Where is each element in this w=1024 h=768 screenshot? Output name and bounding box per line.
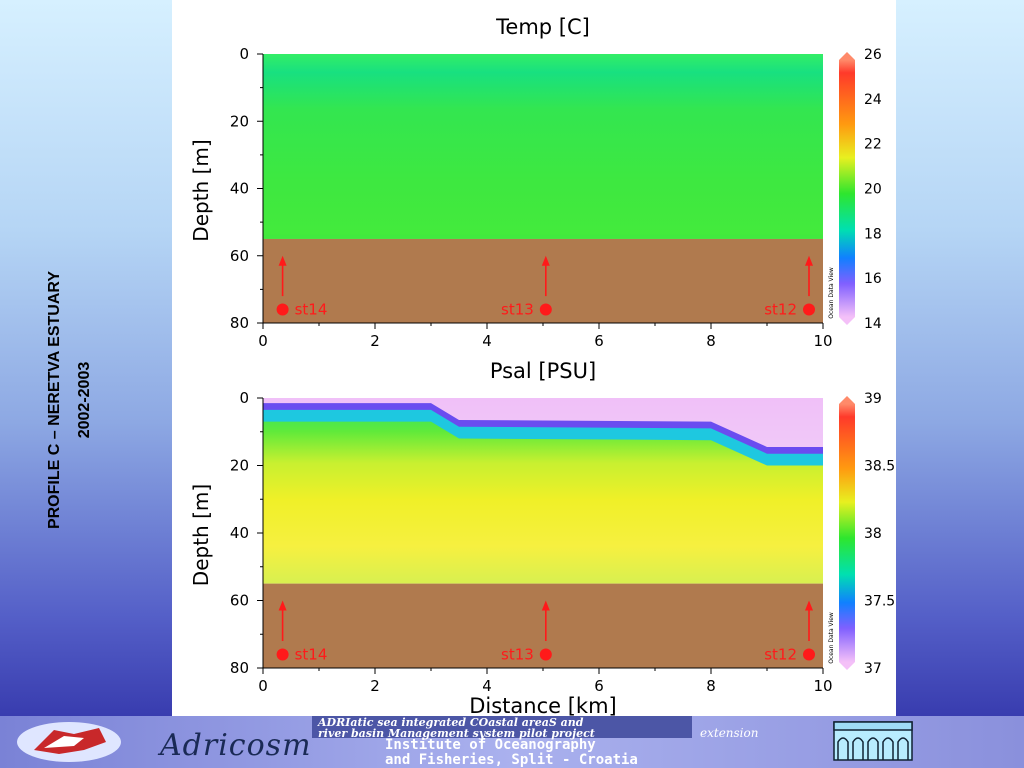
chart2-y-tick-label: 20 xyxy=(230,457,249,475)
chart2-station-dot xyxy=(803,648,815,661)
chart1-station-dot xyxy=(276,303,289,316)
chart2-station-label: st12 xyxy=(764,646,797,664)
chart2-watermark: Ocean Data View xyxy=(828,612,835,664)
chart1-station-label: st12 xyxy=(764,301,797,319)
institute-building-icon xyxy=(833,721,913,761)
chart2-xlabel: Distance [km] xyxy=(469,694,617,716)
chart1-x-tick-label: 6 xyxy=(594,332,604,350)
chart2-title: Psal [PSU] xyxy=(490,359,596,383)
chart2-station-arrowhead xyxy=(278,600,287,611)
chart2-colorbar-tick-label: 38 xyxy=(864,526,882,542)
chart1-station-arrowhead xyxy=(278,255,287,266)
chart1-station-arrowhead xyxy=(805,255,813,266)
chart1-colorbar-tick-label: 18 xyxy=(864,226,882,242)
chart2-colorbar-cap-top xyxy=(839,396,855,404)
chart1-colorbar-tick-label: 24 xyxy=(864,92,882,108)
chart2-colorbar-cap-bottom xyxy=(839,662,855,670)
chart2-colorbar-tick-label: 37.5 xyxy=(864,594,895,610)
chart2-x-tick-label: 6 xyxy=(594,677,604,695)
chart1-y-tick-label: 40 xyxy=(230,180,249,198)
chart1-field xyxy=(263,54,823,239)
footer-banner: Adricosm ADRIatic sea integrated COastal… xyxy=(0,716,1024,768)
chart2-colorbar-tick-label: 37 xyxy=(864,661,882,677)
chart1-colorbar-cap-bottom xyxy=(839,317,855,325)
chart1-colorbar-tick-label: 20 xyxy=(864,182,882,198)
chart2-y-tick-label: 80 xyxy=(230,659,249,677)
chart1-station-dot xyxy=(803,303,815,316)
chart1-y-tick-label: 20 xyxy=(230,112,249,130)
chart1-colorbar-tick-label: 14 xyxy=(864,316,882,332)
chart2-ylabel: Depth [m] xyxy=(189,484,213,586)
chart2-station-arrowhead xyxy=(541,600,550,611)
chart2-colorbar-tick-label: 38.5 xyxy=(864,459,895,475)
side-title-line1: PROFILE C – NERETVA ESTUARY xyxy=(46,270,63,530)
chart1-y-tick-label: 60 xyxy=(230,247,249,265)
chart1-x-tick-label: 0 xyxy=(258,332,268,350)
chart2-station-arrowhead xyxy=(805,600,813,611)
chart2-x-tick-label: 8 xyxy=(706,677,716,695)
chart2-y-tick-label: 0 xyxy=(239,389,249,407)
chart1-watermark: Ocean Data View xyxy=(828,267,835,319)
chart1-title: Temp [C] xyxy=(495,15,590,39)
chart2-station-dot xyxy=(539,648,552,661)
chart2-x-tick-label: 2 xyxy=(370,677,380,695)
adricosm-logo-icon xyxy=(17,722,121,762)
project-line-1: ADRIatic sea integrated COastal areaS an… xyxy=(318,716,584,729)
chart1-colorbar-cap-top xyxy=(839,52,855,60)
chart2-station-label: st14 xyxy=(295,646,328,664)
chart2-colorbar xyxy=(839,404,855,662)
chart2-fresh-surface xyxy=(263,398,823,447)
chart2-x-tick-label: 0 xyxy=(258,677,268,695)
chart1-y-tick-label: 0 xyxy=(239,45,249,63)
chart1-y-tick-label: 80 xyxy=(230,314,249,332)
project-line-2: river basin Management system pilot proj… xyxy=(318,727,595,740)
chart1-x-tick-label: 10 xyxy=(813,332,832,350)
chart1-colorbar-tick-label: 26 xyxy=(864,47,882,63)
chart1-station-dot xyxy=(539,303,552,316)
chart2-x-tick-label: 4 xyxy=(482,677,492,695)
chart1-ylabel: Depth [m] xyxy=(189,139,213,241)
chart2-y-tick-label: 40 xyxy=(230,524,249,542)
chart1-colorbar-tick-label: 16 xyxy=(864,271,882,287)
side-title-line2: 2002-2003 xyxy=(76,361,93,439)
chart1-station-label: st14 xyxy=(295,301,328,319)
chart1-field-bottom xyxy=(263,234,823,239)
chart1-station-label: st13 xyxy=(501,301,534,319)
figure-panel: 0 20 40 60 80 0 2 4 6 8 10 Temp [C] Depth [m] st14 st1… xyxy=(172,0,896,716)
chart2-x-tick-label: 10 xyxy=(813,677,832,695)
brand-name: Adricosm xyxy=(160,728,312,763)
chart2-colorbar-tick-label: 39 xyxy=(864,391,882,407)
chart1-x-tick-label: 8 xyxy=(706,332,716,350)
chart1-station-arrowhead xyxy=(541,255,550,266)
institute-line-2: and Fisheries, Split - Croatia xyxy=(385,752,638,768)
chart1-x-tick-label: 2 xyxy=(370,332,380,350)
institute-name: Institute of Oceanography and Fisheries,… xyxy=(385,738,638,768)
chart1-x-tick-label: 4 xyxy=(482,332,492,350)
chart2-y-tick-label: 60 xyxy=(230,592,249,610)
chart1-colorbar-tick-label: 22 xyxy=(864,137,882,153)
institute-line-1: Institute of Oceanography xyxy=(385,737,596,753)
chart1-colorbar xyxy=(839,60,855,317)
project-description: ADRIatic sea integrated COastal areaS an… xyxy=(312,716,692,740)
chart2-station-label: st13 xyxy=(501,646,534,664)
project-extension: extension xyxy=(700,726,759,740)
chart2-station-dot xyxy=(276,648,289,661)
